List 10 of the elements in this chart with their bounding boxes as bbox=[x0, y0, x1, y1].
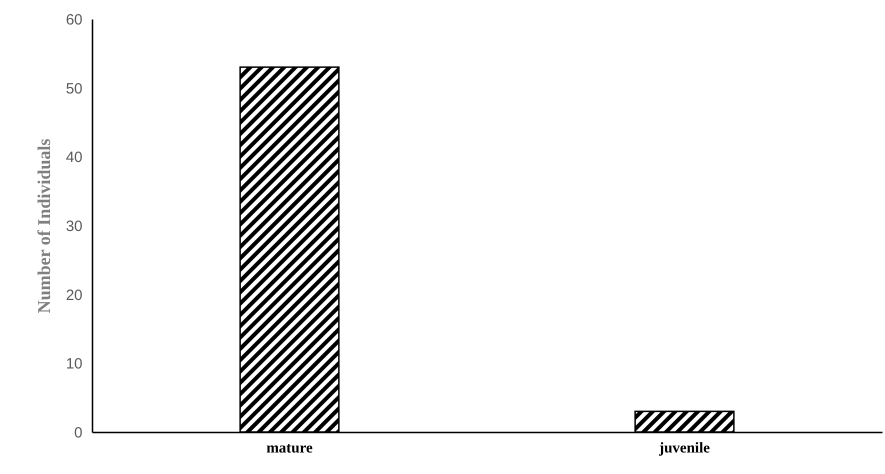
x-tick-label: mature bbox=[266, 440, 314, 456]
y-tick-label: 0 bbox=[74, 424, 82, 442]
y-tick-label: 10 bbox=[66, 356, 82, 373]
x-tick-label: juvenile bbox=[658, 440, 710, 456]
y-tick-label: 30 bbox=[66, 218, 82, 235]
y-tick-label: 50 bbox=[66, 80, 82, 98]
y-axis-title: Number of Individuals bbox=[34, 138, 54, 314]
y-tick-label: 40 bbox=[66, 149, 82, 166]
y-tick-label: 20 bbox=[66, 286, 82, 304]
y-tick-label: 60 bbox=[66, 12, 82, 28]
